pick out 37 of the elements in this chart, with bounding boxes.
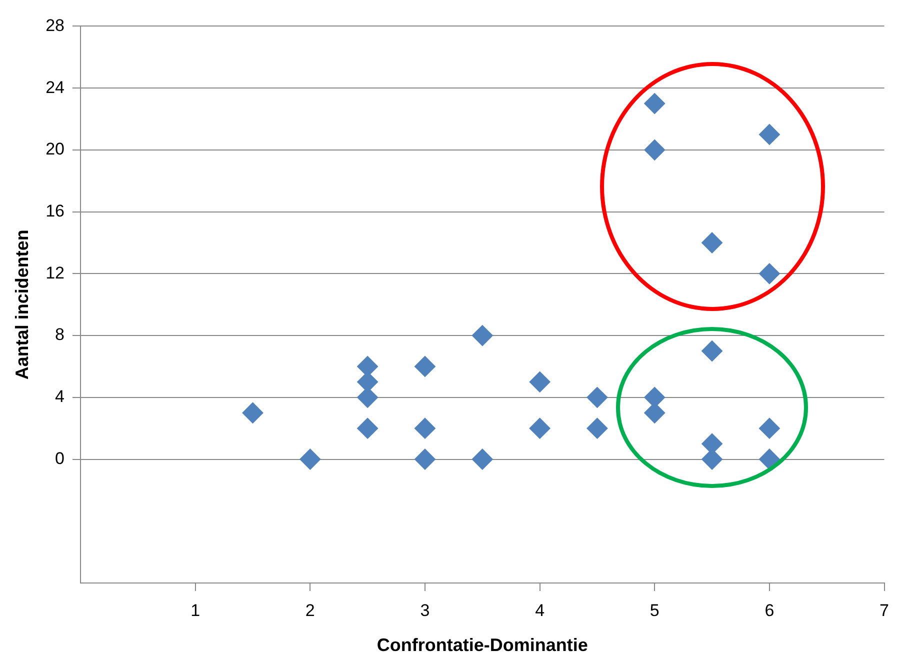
x-tick-label: 6 — [764, 600, 774, 620]
point — [644, 93, 666, 114]
y-tick-label: 20 — [46, 140, 65, 159]
y-tick-label: 12 — [46, 263, 65, 282]
x-axis-title: Confrontatie-Dominantie — [376, 635, 588, 656]
x-tick-label: 4 — [535, 600, 545, 620]
point — [529, 418, 550, 439]
y-tick-label: 4 — [55, 387, 65, 406]
point — [758, 124, 780, 145]
point — [758, 263, 780, 284]
y-tick-label: 8 — [55, 325, 65, 344]
point — [702, 340, 723, 362]
point — [586, 386, 608, 408]
point — [300, 448, 321, 470]
point — [414, 418, 436, 439]
point — [644, 139, 666, 160]
x-tick-label: 5 — [650, 600, 660, 620]
x-tick-label: 1 — [190, 600, 200, 620]
point — [472, 325, 493, 346]
point — [758, 448, 780, 470]
point — [414, 448, 436, 470]
point — [472, 448, 493, 470]
y-tick-label: 16 — [46, 201, 65, 220]
x-tick-label: 7 — [880, 600, 890, 620]
point — [414, 356, 436, 377]
point — [529, 371, 550, 392]
point — [242, 402, 264, 424]
point — [702, 232, 723, 254]
y-axis-title: Aantal incidenten — [12, 230, 32, 380]
y-tick-label: 28 — [46, 16, 65, 35]
x-tick-label: 3 — [420, 600, 430, 620]
point — [758, 418, 780, 439]
point — [586, 418, 608, 439]
x-tick-label: 2 — [305, 600, 315, 620]
point — [357, 418, 378, 439]
y-tick-label: 0 — [55, 448, 65, 468]
y-tick-label: 24 — [46, 78, 65, 97]
